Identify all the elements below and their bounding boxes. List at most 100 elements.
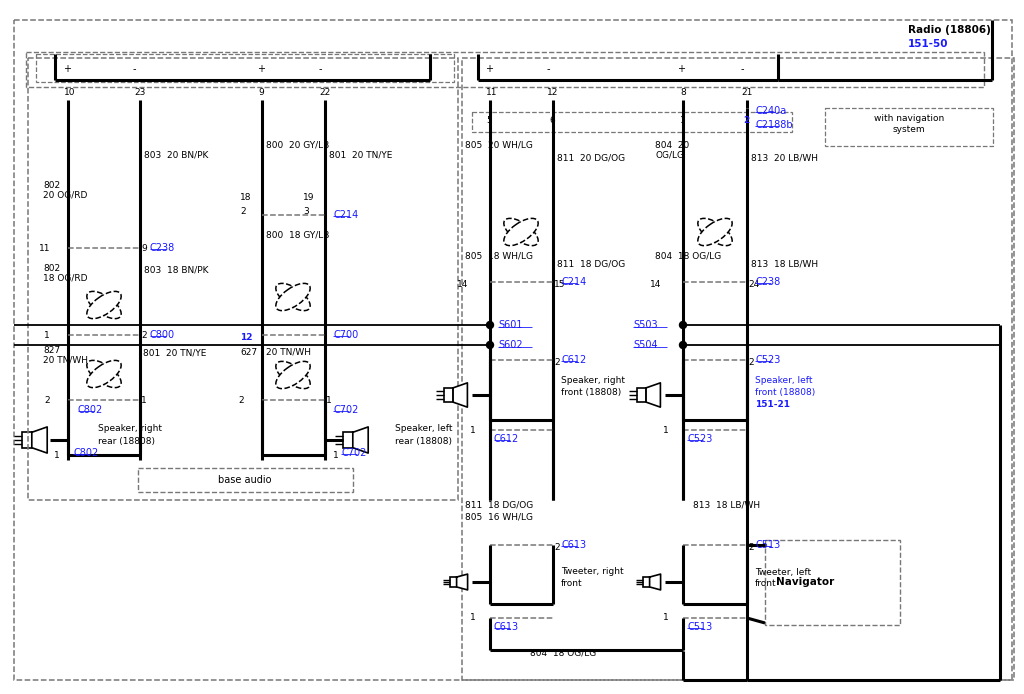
Text: C240a: C240a bbox=[755, 106, 786, 116]
Text: 2: 2 bbox=[554, 543, 560, 552]
Text: S504: S504 bbox=[633, 340, 657, 350]
Bar bbox=[462, 58, 1014, 680]
Text: rear (18808): rear (18808) bbox=[98, 437, 155, 446]
Text: 813  18 LB/WH: 813 18 LB/WH bbox=[693, 500, 760, 509]
Text: 14: 14 bbox=[649, 280, 662, 289]
Text: 20 TN/WH: 20 TN/WH bbox=[43, 355, 88, 364]
Text: 805  20 WH/LG: 805 20 WH/LG bbox=[465, 140, 532, 149]
Text: C700: C700 bbox=[333, 330, 358, 340]
Text: 9: 9 bbox=[141, 244, 146, 253]
Text: front: front bbox=[561, 579, 583, 589]
Text: 803  20 BN/PK: 803 20 BN/PK bbox=[144, 151, 208, 160]
Circle shape bbox=[486, 321, 494, 328]
Circle shape bbox=[680, 341, 686, 348]
Text: Speaker, right: Speaker, right bbox=[98, 423, 162, 432]
Text: 11: 11 bbox=[486, 87, 498, 96]
Text: 802: 802 bbox=[43, 180, 60, 189]
Text: 151-50: 151-50 bbox=[908, 39, 948, 49]
Text: 813  20 LB/WH: 813 20 LB/WH bbox=[751, 153, 818, 162]
Text: 8: 8 bbox=[680, 87, 686, 96]
Text: 2: 2 bbox=[141, 330, 146, 339]
Ellipse shape bbox=[87, 291, 121, 319]
Ellipse shape bbox=[504, 219, 539, 246]
Text: 800  20 GY/LB: 800 20 GY/LB bbox=[266, 140, 330, 149]
Text: 804  18 OG/LG: 804 18 OG/LG bbox=[655, 251, 721, 260]
Text: Speaker, right: Speaker, right bbox=[561, 375, 625, 384]
Polygon shape bbox=[32, 427, 47, 453]
Text: 14: 14 bbox=[457, 280, 468, 289]
Text: 24: 24 bbox=[748, 280, 759, 289]
Text: C238: C238 bbox=[150, 243, 175, 253]
Text: 1: 1 bbox=[333, 450, 339, 459]
Text: 2: 2 bbox=[240, 207, 246, 216]
Text: +: + bbox=[485, 64, 493, 74]
Text: C800: C800 bbox=[150, 330, 175, 340]
Text: 1: 1 bbox=[680, 115, 686, 124]
Text: -: - bbox=[133, 64, 136, 74]
Ellipse shape bbox=[697, 219, 732, 246]
Text: 811  20 DG/OG: 811 20 DG/OG bbox=[557, 153, 625, 162]
Text: 2: 2 bbox=[44, 396, 50, 405]
Polygon shape bbox=[453, 383, 467, 407]
Text: 1: 1 bbox=[470, 425, 476, 434]
Text: C802: C802 bbox=[73, 448, 98, 458]
Text: C214: C214 bbox=[333, 210, 358, 220]
Bar bbox=[343, 432, 353, 448]
Text: C612: C612 bbox=[561, 355, 587, 365]
Text: front: front bbox=[755, 579, 776, 589]
Text: C523: C523 bbox=[755, 355, 780, 365]
Text: C2188b: C2188b bbox=[755, 120, 793, 130]
Text: OG/LG: OG/LG bbox=[655, 151, 684, 160]
Circle shape bbox=[680, 321, 686, 328]
Text: 827: 827 bbox=[43, 346, 60, 355]
Text: 11: 11 bbox=[39, 244, 50, 253]
Text: 20 OG/RD: 20 OG/RD bbox=[43, 190, 87, 199]
Text: +: + bbox=[257, 64, 265, 74]
Text: S503: S503 bbox=[633, 320, 657, 330]
Ellipse shape bbox=[275, 283, 310, 311]
Text: +: + bbox=[63, 64, 71, 74]
Text: 1: 1 bbox=[326, 396, 332, 405]
Polygon shape bbox=[457, 574, 468, 590]
Text: 18: 18 bbox=[240, 192, 252, 201]
Text: Tweeter, left: Tweeter, left bbox=[755, 568, 811, 577]
Text: 627: 627 bbox=[240, 348, 257, 357]
Bar bbox=[637, 388, 646, 402]
Text: 15: 15 bbox=[554, 280, 565, 289]
Text: -: - bbox=[319, 64, 323, 74]
Text: 12: 12 bbox=[547, 87, 558, 96]
Text: 811  18 DG/OG: 811 18 DG/OG bbox=[465, 500, 534, 509]
Bar bbox=[444, 388, 453, 402]
Text: 800  18 GY/LB: 800 18 GY/LB bbox=[266, 230, 330, 239]
Ellipse shape bbox=[504, 219, 539, 246]
Text: 2: 2 bbox=[748, 357, 754, 366]
Text: 2: 2 bbox=[554, 357, 560, 366]
Text: 801  20 TN/YE: 801 20 TN/YE bbox=[329, 151, 392, 160]
Text: 801  20 TN/YE: 801 20 TN/YE bbox=[143, 348, 207, 357]
Polygon shape bbox=[646, 383, 660, 407]
Text: 1: 1 bbox=[54, 450, 59, 459]
Text: 2: 2 bbox=[743, 115, 750, 124]
Text: -: - bbox=[741, 64, 744, 74]
Text: C802: C802 bbox=[78, 405, 103, 415]
Text: 805  16 WH/LG: 805 16 WH/LG bbox=[465, 512, 534, 521]
Text: 18 OG/RD: 18 OG/RD bbox=[43, 273, 87, 282]
Bar bbox=[138, 468, 353, 492]
Text: 1: 1 bbox=[44, 330, 50, 339]
Text: 802: 802 bbox=[43, 264, 60, 273]
Text: base audio: base audio bbox=[218, 475, 271, 485]
Bar bbox=[825, 108, 993, 146]
Circle shape bbox=[486, 341, 494, 348]
Ellipse shape bbox=[275, 283, 310, 311]
Ellipse shape bbox=[87, 360, 121, 388]
Text: +: + bbox=[677, 64, 685, 74]
Text: C702: C702 bbox=[341, 448, 367, 458]
Text: 804  18 OG/LG: 804 18 OG/LG bbox=[530, 648, 596, 657]
Text: 1: 1 bbox=[141, 396, 146, 405]
Text: C238: C238 bbox=[755, 277, 780, 287]
Ellipse shape bbox=[697, 219, 732, 246]
Bar bbox=[765, 540, 900, 625]
Polygon shape bbox=[649, 574, 660, 590]
Text: 804  20: 804 20 bbox=[655, 140, 689, 149]
Text: C612: C612 bbox=[494, 434, 519, 444]
